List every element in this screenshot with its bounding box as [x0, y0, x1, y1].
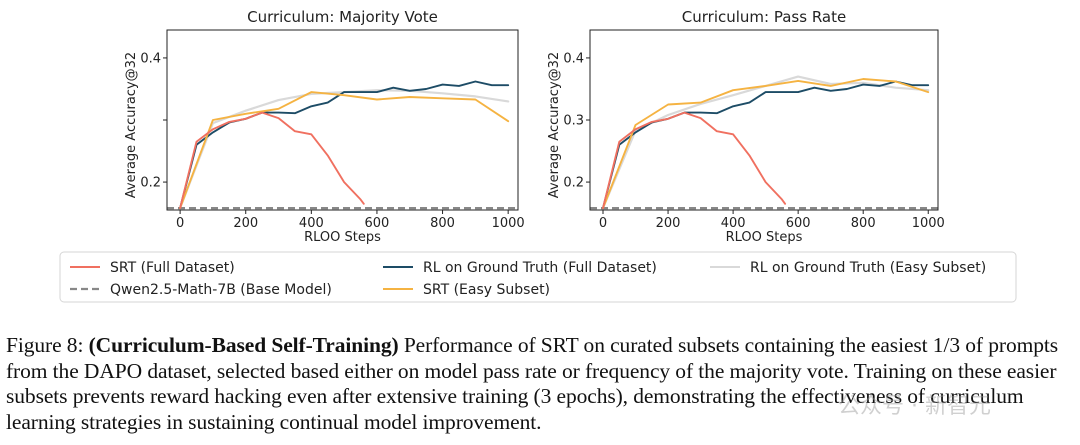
- x-tick-label: 400: [299, 216, 324, 231]
- legend: SRT (Full Dataset) RL on Ground Truth (Fu…: [59, 251, 1017, 303]
- series-line-rl-on-ground-truth-easy-subset: [601, 75, 930, 210]
- y-axis-label: Average Accuracy@32: [124, 52, 139, 198]
- legend-box: [59, 251, 1017, 303]
- legend-label: RL on Ground Truth (Full Dataset): [423, 260, 657, 276]
- x-axis-label: RLOO Steps: [304, 230, 381, 245]
- series-line-rl-on-ground-truth-full-dataset: [179, 80, 510, 210]
- y-axis-label: Average Accuracy@32: [547, 52, 562, 198]
- figure-caption: Figure 8: (Curriculum-Based Self-Trainin…: [6, 333, 1078, 435]
- caption-text: Performance of SRT on curated subsets co…: [6, 333, 1059, 434]
- series-line-srt-easy-subset: [179, 91, 510, 210]
- chart-majority-vote: Curriculum: Majority Vote 0 200 400 600 800 10…: [124, 8, 525, 245]
- caption-bold: (Curriculum-Based Self-Training): [88, 333, 399, 357]
- legend-label: Qwen2.5-Math-7B (Base Model): [110, 282, 332, 298]
- legend-label: SRT (Easy Subset): [423, 282, 550, 298]
- x-tick-label: 200: [233, 216, 258, 231]
- x-tick-label: 0: [176, 216, 184, 231]
- x-tick-label: 0: [599, 216, 607, 231]
- legend-label: RL on Ground Truth (Easy Subset): [750, 260, 986, 276]
- x-tick-label: 600: [365, 216, 390, 231]
- y-tick-label: 0.4: [140, 51, 161, 66]
- y-tick-label: 0.2: [563, 176, 584, 191]
- series-line-rl-on-ground-truth-easy-subset: [179, 89, 510, 210]
- x-tick-label: 600: [786, 216, 811, 231]
- x-tick-label: 400: [721, 216, 746, 231]
- x-tick-label: 800: [430, 216, 455, 231]
- series-line-srt-full-dataset: [179, 111, 365, 210]
- watermark: 公众号 · 新智元: [838, 394, 991, 419]
- chart-title: Curriculum: Majority Vote: [247, 8, 438, 26]
- chart-title: Curriculum: Pass Rate: [682, 8, 846, 26]
- chart-pass-rate: Curriculum: Pass Rate 0 200 400 600 800 1000 0.…: [547, 8, 945, 245]
- y-tick-label: 0.3: [563, 114, 584, 129]
- series-line-srt-easy-subset: [602, 78, 930, 210]
- legend-label: SRT (Full Dataset): [110, 260, 235, 276]
- y-tick-label: 0.4: [563, 51, 584, 66]
- x-tick-label: 200: [656, 216, 681, 231]
- x-tick-label: 1000: [912, 216, 945, 231]
- x-tick-label: 800: [851, 216, 876, 231]
- series-line-srt-full-dataset: [602, 111, 787, 210]
- caption-prefix: Figure 8:: [6, 333, 89, 357]
- x-tick-label: 1000: [492, 216, 525, 231]
- x-axis-label: RLOO Steps: [726, 230, 803, 245]
- series-line-rl-on-ground-truth-full-dataset: [602, 80, 930, 210]
- y-tick-label: 0.2: [140, 176, 161, 191]
